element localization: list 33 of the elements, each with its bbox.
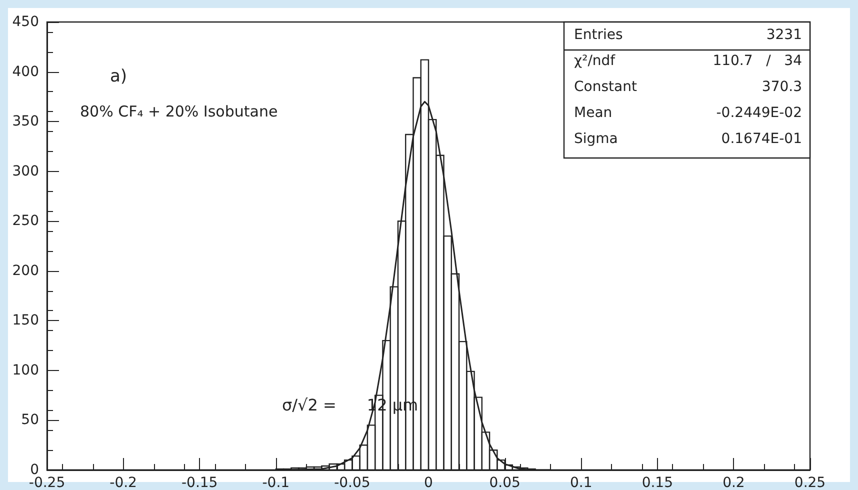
annotation: 3231 (766, 27, 802, 43)
x-tick-label: 0.05 (489, 475, 520, 490)
y-tick-label: 300 (12, 163, 39, 180)
x-tick-label: 0.1 (570, 475, 592, 490)
annotation: 110.7 / 34 (712, 53, 802, 69)
y-tick-label: 450 (12, 14, 39, 30)
x-tick-label: -0.15 (181, 475, 218, 490)
annotation: Entries (574, 27, 623, 43)
y-tick-label: 100 (12, 362, 39, 378)
y-tick-label: 250 (12, 213, 39, 230)
annotation: Constant (574, 79, 638, 95)
y-tick-label: 200 (12, 262, 39, 279)
y-tick-label: 350 (12, 114, 39, 130)
annotation: -0.2449E-02 (716, 105, 802, 121)
y-tick-label: 150 (12, 312, 39, 329)
x-tick-label: 0 (424, 475, 433, 490)
annotation: a) (110, 66, 128, 86)
x-tick-label: 0.2 (722, 475, 745, 490)
x-tick-label: -0.2 (110, 475, 137, 490)
annotation: Sigma (574, 131, 618, 147)
annotation: χ²/ndf (574, 53, 616, 69)
y-tick-label: 50 (21, 412, 39, 428)
x-tick-label: 0.25 (794, 475, 826, 490)
y-tick-label: 400 (12, 64, 39, 80)
annotation: Mean (574, 105, 612, 121)
annotation: 370.3 (762, 79, 802, 95)
x-tick-label: 0.15 (642, 475, 673, 490)
x-tick-label: -0.1 (262, 475, 290, 490)
y-tick-label: 0 (30, 462, 39, 478)
annotation: 0.1674E-01 (721, 131, 802, 147)
x-tick-label: -0.05 (334, 475, 370, 490)
annotation: 80% CF₄ + 20% Isobutane (80, 102, 278, 120)
x-tick-label: -0.25 (28, 475, 66, 490)
